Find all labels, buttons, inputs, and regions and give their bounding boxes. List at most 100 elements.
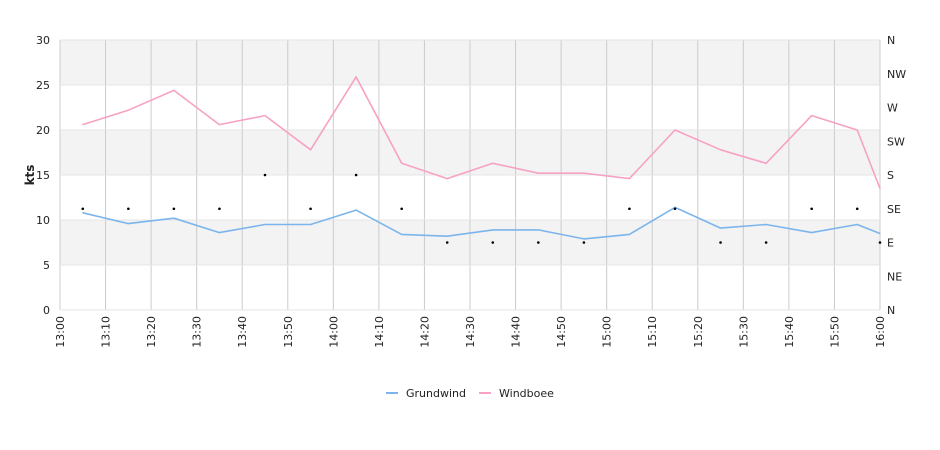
x-tick-label: 14:10	[373, 316, 386, 348]
y-axis-label: kts	[23, 165, 37, 186]
y-tick-label: 20	[36, 124, 50, 137]
series-point-grundwind	[879, 232, 881, 235]
direction-point	[172, 207, 176, 211]
direction-point	[127, 207, 130, 211]
series-point-windboee	[492, 162, 494, 164]
y-tick-label: 25	[36, 79, 50, 92]
x-tick-label: 15:10	[646, 316, 659, 348]
x-tick-label: 15:00	[601, 316, 614, 348]
series-point-windboee	[719, 149, 722, 151]
x-axis-ticks: 13:00 13:10 13:20 13:30 13:40 13:50 14:00 14:10…	[54, 316, 887, 348]
x-tick-label: 15:20	[692, 316, 705, 348]
x-tick-label: 13:30	[191, 316, 204, 348]
direction-point	[491, 241, 495, 244]
series-lines	[82, 76, 881, 240]
series-point-grundwind	[401, 233, 403, 235]
series-point-grundwind	[264, 223, 266, 226]
series-point-grundwind	[856, 223, 858, 226]
series-point-windboee	[82, 124, 84, 126]
y2-axis-ticks: N NE E SE S SW W NW N	[887, 34, 906, 317]
direction-point	[400, 207, 403, 211]
series-point-grundwind	[127, 223, 129, 225]
direction-points	[81, 173, 882, 244]
y-tick-label: 30	[36, 34, 50, 47]
direction-point	[81, 207, 85, 211]
series-point-windboee	[765, 162, 767, 164]
direction-point	[263, 173, 267, 177]
y2-tick-label: N	[887, 34, 895, 47]
x-tick-label: 15:50	[828, 316, 841, 348]
y-tick-label: 5	[43, 259, 50, 272]
legend-item-grundwind[interactable]: Grundwind	[386, 387, 466, 400]
legend-label: Windboee	[499, 387, 554, 400]
series-point-windboee	[127, 109, 129, 111]
series-point-grundwind	[173, 217, 175, 219]
series-point-windboee	[583, 172, 585, 174]
series-point-grundwind	[355, 209, 357, 211]
direction-point	[764, 241, 768, 244]
y2-tick-label: SE	[887, 203, 901, 216]
series-point-grundwind	[446, 235, 448, 237]
series-point-windboee	[355, 76, 357, 78]
x-tick-label: 15:40	[783, 316, 796, 348]
x-tick-label: 15:30	[737, 316, 750, 348]
series-point-windboee	[879, 187, 881, 190]
y-tick-label: 10	[36, 214, 50, 227]
series-point-grundwind	[309, 223, 312, 226]
x-tick-label: 13:20	[145, 316, 158, 348]
y2-tick-label: SW	[887, 135, 905, 148]
series-point-grundwind	[82, 212, 84, 214]
direction-point	[537, 241, 540, 244]
y2-tick-label: S	[887, 169, 894, 182]
series-point-windboee	[537, 172, 539, 174]
series-point-windboee	[446, 178, 448, 180]
x-tick-label: 14:20	[418, 316, 431, 348]
y2-tick-label: E	[887, 237, 894, 250]
y-tick-label: 0	[43, 304, 50, 317]
x-tick-label: 16:00	[874, 316, 887, 348]
series-point-windboee	[401, 162, 403, 164]
x-tick-label: 13:00	[54, 316, 67, 348]
series-point-grundwind	[765, 223, 767, 226]
series-point-windboee	[173, 89, 175, 91]
series-point-windboee	[264, 115, 266, 117]
direction-point	[719, 241, 722, 244]
y-gridlines	[60, 39, 880, 311]
series-point-grundwind	[218, 232, 221, 234]
legend-label: Grundwind	[406, 387, 466, 400]
direction-point	[354, 173, 358, 177]
series-point-windboee	[628, 178, 631, 180]
legend-item-windboee[interactable]: Windboee	[479, 387, 554, 400]
y2-tick-label: NE	[887, 270, 902, 283]
direction-point	[445, 241, 449, 244]
x-tick-label: 14:50	[555, 316, 568, 348]
series-point-grundwind	[583, 238, 585, 240]
y-tick-label: 15	[36, 169, 50, 182]
direction-point	[218, 207, 221, 211]
x-tick-label: 13:40	[236, 316, 249, 348]
direction-point	[855, 207, 859, 211]
y2-tick-label: NW	[887, 68, 906, 81]
y2-tick-label: W	[887, 102, 898, 115]
series-point-windboee	[674, 129, 676, 131]
x-tick-label: 14:00	[327, 316, 340, 348]
series-point-grundwind	[492, 229, 494, 231]
legend[interactable]: Grundwind Windboee	[386, 387, 554, 400]
direction-point	[628, 207, 631, 211]
direction-point	[309, 207, 312, 211]
x-tick-label: 13:50	[282, 316, 295, 348]
y-axis-ticks: 0 5 10 15 20 25 30	[36, 34, 50, 317]
series-point-windboee	[811, 115, 813, 117]
series-point-grundwind	[537, 229, 539, 231]
direction-point	[810, 207, 813, 211]
y2-tick-label: N	[887, 304, 895, 317]
series-point-windboee	[856, 129, 858, 131]
series-point-grundwind	[719, 227, 722, 229]
x-tick-label: 14:30	[464, 316, 477, 348]
series-point-windboee	[218, 124, 221, 126]
series-point-grundwind	[811, 232, 813, 234]
series-point-windboee	[309, 149, 312, 151]
direction-point	[673, 207, 677, 211]
series-point-grundwind	[628, 233, 631, 235]
